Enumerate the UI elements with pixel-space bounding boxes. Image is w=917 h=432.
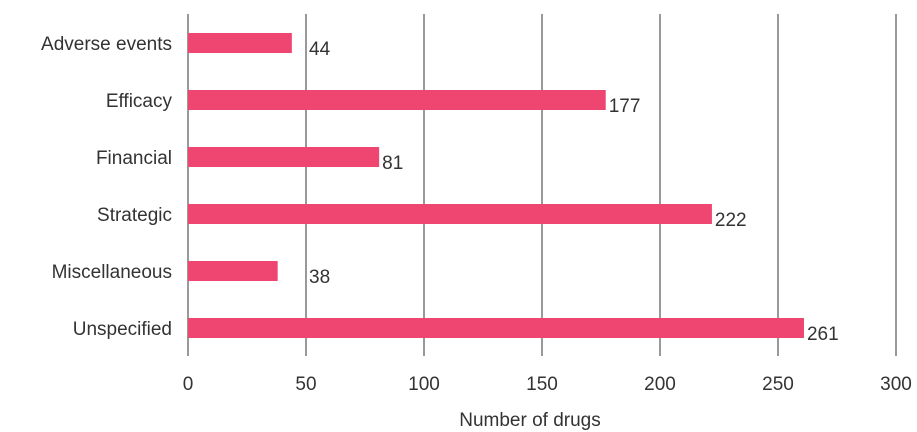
x-tick-labels: 0 50 100 150 200 250 300: [183, 374, 912, 395]
bar: [188, 261, 278, 281]
x-tick-label: 0: [183, 374, 194, 395]
bar: [188, 318, 804, 338]
x-tick-label: 150: [526, 374, 558, 395]
value-label: 261: [807, 324, 839, 345]
x-tick-label: 300: [880, 374, 912, 395]
category-label: Unspecified: [73, 319, 172, 340]
bar: [188, 204, 712, 224]
x-tick-label: 250: [762, 374, 794, 395]
category-label: Adverse events: [41, 34, 172, 55]
value-label: 44: [309, 39, 331, 60]
value-label: 177: [609, 96, 641, 117]
category-label: Financial: [96, 148, 172, 169]
bars: [188, 33, 804, 338]
category-label: Strategic: [97, 205, 172, 226]
bar: [188, 33, 292, 53]
value-label: 38: [309, 267, 330, 288]
category-label: Efficacy: [106, 91, 173, 112]
gridlines: [187, 14, 897, 356]
value-label: 222: [715, 210, 747, 231]
x-tick-label: 50: [295, 374, 316, 395]
x-axis-title: Number of drugs: [459, 410, 601, 431]
value-label: 81: [382, 153, 403, 174]
bar: [188, 90, 606, 110]
category-label: Miscellaneous: [52, 262, 172, 283]
x-tick-label: 100: [408, 374, 440, 395]
category-labels: Adverse events Efficacy Financial Strategic…: [41, 34, 172, 340]
bar: [188, 147, 380, 167]
x-tick-label: 200: [644, 374, 676, 395]
value-labels: 44 177 81 222 38 261: [309, 39, 839, 345]
